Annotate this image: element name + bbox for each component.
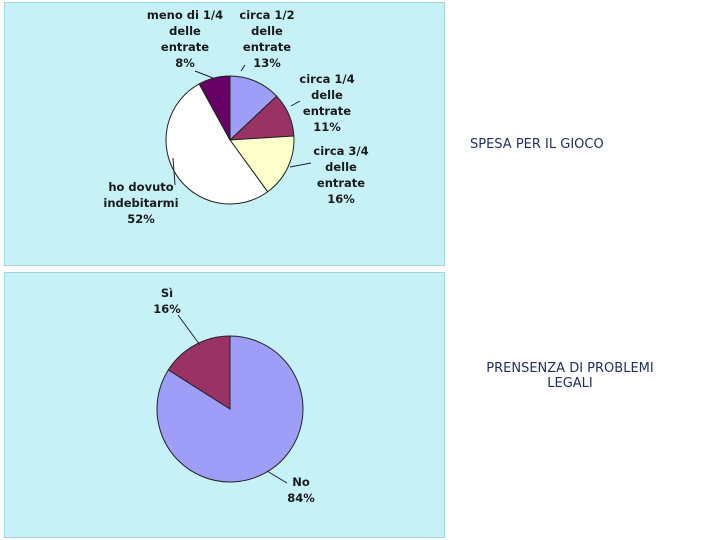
slice-label: No 84% bbox=[287, 475, 315, 505]
slice-label: circa 1/4 delle entrate 11% bbox=[299, 72, 354, 134]
leader-line bbox=[289, 162, 312, 168]
leader-line bbox=[172, 157, 176, 186]
slice-label: meno di 1/4 delle entrate 8% bbox=[147, 8, 223, 70]
slice-label: ho dovuto indebitarmi 52% bbox=[103, 180, 178, 226]
chart-panel-legali: No 84% Sì 16% bbox=[4, 272, 445, 538]
chart-panel-spesa: circa 1/2 delle entrate 13% circa 1/4 delle en… bbox=[4, 2, 445, 266]
leader-line bbox=[290, 100, 301, 107]
leader-line bbox=[194, 70, 214, 79]
pie-slice bbox=[167, 335, 231, 410]
pie-slice bbox=[229, 135, 295, 193]
chart-title-legali: PRENSENZA DI PROBLEMI LEGALI bbox=[486, 361, 654, 391]
pie-chart-spesa: circa 1/2 delle entrate 13%circa 1/4 delle en… bbox=[103, 8, 368, 226]
slice-label: circa 1/2 delle entrate 13% bbox=[239, 8, 294, 70]
slice-label: Sì 16% bbox=[153, 286, 181, 316]
chart-title-spesa: SPESA PER IL GIOCO bbox=[470, 137, 604, 152]
pie-slice bbox=[165, 83, 269, 205]
leader-line bbox=[177, 314, 201, 346]
slice-label: circa 3/4 delle entrate 16% bbox=[313, 144, 368, 206]
pie-chart-legali: No 84% Sì 16% bbox=[153, 286, 315, 505]
leader-line bbox=[240, 64, 246, 72]
pie-slice bbox=[198, 75, 231, 141]
leader-line bbox=[266, 470, 288, 484]
